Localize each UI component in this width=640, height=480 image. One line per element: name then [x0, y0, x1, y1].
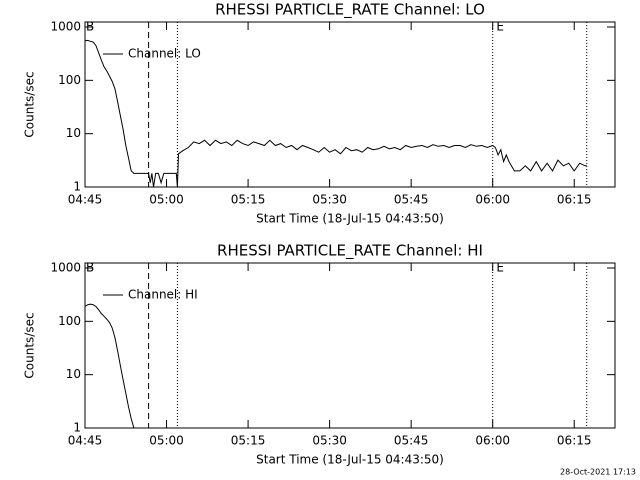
annotation: B: [86, 20, 94, 34]
y-tick-label: 1000: [50, 261, 81, 275]
annotation: B: [86, 261, 94, 275]
data-line: [84, 303, 135, 429]
legend-label: Channel: HI: [128, 288, 198, 302]
x-tick-label: 04:45: [68, 434, 103, 448]
plot-frame: [84, 21, 616, 188]
x-tick-label: 05:30: [312, 434, 347, 448]
x-tick-label: 05:45: [394, 434, 429, 448]
x-axis-label: Start Time (18-Jul-15 04:43:50): [256, 453, 444, 467]
x-axis-label: Start Time (18-Jul-15 04:43:50): [256, 212, 444, 226]
x-tick-label: 05:00: [149, 434, 184, 448]
legend-label: Channel: LO: [128, 47, 201, 61]
y-axis-label: Counts/sec: [23, 312, 37, 378]
y-tick-label: 1: [73, 180, 81, 194]
x-tick-label: 05:15: [231, 434, 266, 448]
x-tick-label: 06:15: [557, 434, 592, 448]
plot-frame: [84, 262, 616, 429]
footer: 28-Oct-2021 17:13: [560, 468, 636, 477]
chart-title: RHESSI PARTICLE_RATE Channel: LO: [215, 1, 485, 20]
x-tick-label: 06:00: [475, 434, 510, 448]
x-tick-label: 05:30: [312, 193, 347, 207]
x-tick-label: 05:15: [231, 193, 266, 207]
y-tick-label: 100: [58, 314, 81, 328]
data-line: [84, 39, 587, 188]
y-tick-label: 10: [66, 367, 81, 381]
y-axis-label: Counts/sec: [23, 71, 37, 137]
x-tick-label: 05:45: [394, 193, 429, 207]
y-tick-label: 1000: [50, 20, 81, 34]
y-tick-label: 1: [73, 421, 81, 435]
x-tick-label: 04:45: [68, 193, 103, 207]
annotation: E: [496, 20, 504, 34]
x-tick-label: 05:00: [149, 193, 184, 207]
y-tick-label: 10: [66, 126, 81, 140]
annotation: E: [496, 261, 504, 275]
x-tick-label: 06:15: [557, 193, 592, 207]
x-tick-label: 06:00: [475, 193, 510, 207]
y-tick-label: 100: [58, 73, 81, 87]
chart-title: RHESSI PARTICLE_RATE Channel: HI: [217, 242, 483, 261]
